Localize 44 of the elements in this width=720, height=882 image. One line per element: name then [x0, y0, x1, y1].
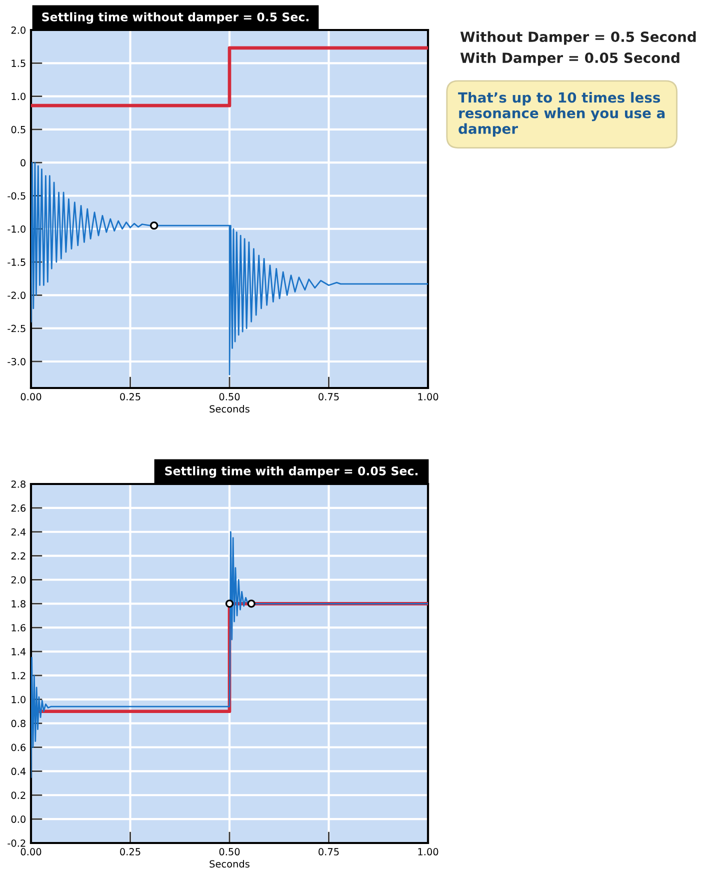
x-tick-label: 0.75 [318, 848, 339, 856]
y-tick-label: 0.8 [11, 720, 26, 728]
x-tick-label: 0.50 [219, 393, 240, 400]
text: That’s up to 10 times less resonance when you use a damper [458, 92, 665, 137]
text: Without Damper = 0.5 Second [460, 31, 696, 45]
x-tick-label: 1.00 [418, 848, 438, 856]
chart-title: Settling time without damper = 0.5 Sec. [42, 12, 308, 24]
y-tick-label: 1.5 [12, 60, 26, 67]
x-tick-label: 1.00 [418, 393, 438, 400]
y-tick-label: 2.8 [11, 480, 26, 488]
y-tick-label: 1.0 [12, 696, 26, 704]
y-tick-label: 2.0 [11, 576, 26, 584]
y-tick-label: 1.6 [12, 624, 26, 632]
y-tick-label: -1.5 [8, 258, 26, 266]
y-tick-label: -1.0 [8, 225, 26, 233]
x-tick-label: 0.25 [120, 848, 140, 856]
x-axis-title: Seconds [210, 405, 250, 413]
y-tick-label: 2.4 [11, 528, 26, 536]
chart-title: Settling time with damper = 0.05 Sec. [165, 466, 418, 478]
y-tick-label: 0.5 [11, 126, 26, 134]
y-tick-label: 0.4 [11, 768, 26, 776]
y-tick-label: 1.2 [12, 672, 26, 680]
y-tick-label: 0.0 [11, 816, 26, 823]
text: With Damper = 0.05 Second [460, 52, 680, 66]
y-tick-label: -2.0 [8, 292, 26, 300]
y-tick-label: -2.5 [8, 324, 26, 332]
x-tick-label: 0.00 [20, 848, 42, 856]
y-tick-label: 0.2 [11, 792, 26, 799]
x-tick-label: 0.75 [318, 393, 339, 400]
y-tick-label: 2.6 [11, 504, 26, 512]
y-tick-label: 1.0 [12, 92, 26, 100]
y-tick-label: -3.0 [8, 358, 26, 366]
x-tick-label: 0.25 [120, 393, 140, 400]
y-tick-label: 2.0 [11, 26, 26, 34]
y-tick-label: 0.6 [11, 744, 26, 752]
y-tick-label: 1.8 [12, 600, 26, 608]
y-tick-label: 1.4 [12, 648, 26, 656]
y-tick-label: 2.2 [11, 552, 26, 560]
x-tick-label: 0.50 [219, 848, 240, 856]
x-tick-label: 0.00 [20, 393, 42, 400]
x-axis-title: Seconds [210, 860, 250, 868]
y-tick-label: 0 [20, 159, 26, 166]
y-tick-label: -0.2 [8, 839, 26, 847]
y-tick-label: -0.5 [8, 192, 26, 200]
